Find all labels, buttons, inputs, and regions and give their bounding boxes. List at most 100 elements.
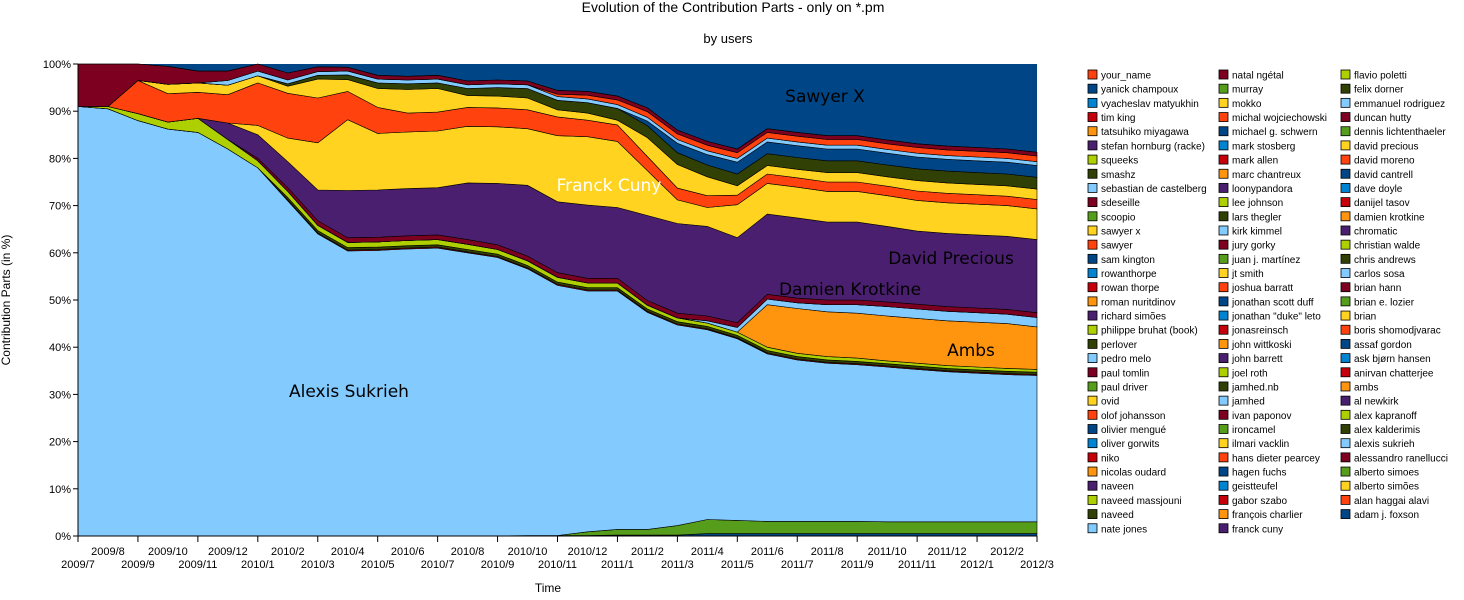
legend-label: brian hann [1354, 283, 1401, 294]
y-tick-label: 30% [49, 389, 71, 401]
legend-label: paul driver [1101, 382, 1148, 393]
legend-swatch [1218, 253, 1229, 264]
legend-swatch [1340, 367, 1351, 378]
x-tick-label: 2009/10 [148, 546, 188, 558]
x-tick-label: 2009/12 [208, 546, 248, 558]
legend-label: naveen [1101, 482, 1134, 493]
y-tick-labels: 0% 10% 20% 30% 40% 50% 60% 70% 80% 90% 100% [43, 59, 71, 543]
legend-label: brian e. lozier [1354, 297, 1415, 308]
x-tick-label: 2009/11 [178, 559, 217, 571]
legend-label: alan haggai alavi [1354, 496, 1429, 507]
legend-swatch [1087, 452, 1098, 463]
legend-label: ask bjørn hansen [1354, 354, 1431, 365]
legend-swatch [1340, 310, 1351, 321]
legend-label: sawyer [1101, 241, 1133, 252]
legend-swatch [1340, 339, 1351, 349]
legend-label: david precious [1354, 141, 1418, 152]
legend-swatch [1087, 183, 1098, 193]
legend-swatch [1218, 268, 1229, 278]
legend-swatch [1340, 183, 1351, 193]
x-tick-label: 2011/10 [868, 546, 907, 558]
legend-swatch [1218, 310, 1229, 321]
legend-swatch [1087, 168, 1098, 179]
legend-label: naveed massjouni [1101, 496, 1182, 507]
legend-label: jonathan "duke" leto [1231, 312, 1321, 323]
legend-label: michael g. schwern [1232, 127, 1318, 138]
legend-swatch [1218, 324, 1229, 335]
legend-swatch [1087, 83, 1098, 94]
legend-swatch [1340, 140, 1351, 151]
legend-label: dave doyle [1354, 184, 1403, 195]
legend-swatch [1218, 112, 1229, 122]
area-nate-jones [78, 63, 1038, 153]
legend-swatch [1087, 409, 1098, 420]
legend-swatch [1218, 339, 1229, 349]
legend-label: alex kapranoff [1354, 411, 1417, 422]
legend-swatch [1087, 324, 1098, 335]
legend-swatch [1218, 239, 1229, 250]
legend-swatch [1340, 197, 1351, 208]
legend-swatch [1218, 381, 1229, 392]
legend-swatch [1340, 268, 1351, 278]
legend-label: dennis lichtenthaeler [1354, 127, 1446, 138]
legend-swatch [1218, 452, 1229, 463]
x-tick-label: 2012/3 [1020, 559, 1054, 571]
legend-swatch [1087, 225, 1098, 236]
legend-swatch [1087, 112, 1098, 122]
legend-label: françois charlier [1232, 510, 1303, 521]
legend-label: michal wojciechowski [1232, 113, 1327, 124]
legend-swatch [1340, 452, 1351, 463]
legend-label: olof johansson [1101, 411, 1166, 422]
legend-label: jonathan scott duff [1231, 297, 1314, 308]
y-tick-label: 40% [49, 342, 71, 354]
legend-label: carlos sosa [1354, 269, 1405, 280]
legend-swatch [1087, 310, 1098, 321]
y-tick-label: 10% [49, 484, 71, 496]
legend-label: mokko [1232, 99, 1262, 110]
legend-label: al newkirk [1354, 397, 1399, 408]
x-axis-label: Time [535, 581, 562, 595]
legend-label: felix dorner [1354, 85, 1404, 96]
legend-label: christian walde [1354, 241, 1421, 252]
legend-label: hagen fuchs [1232, 468, 1287, 479]
legend-label: assaf gordon [1354, 340, 1412, 351]
legend-swatch [1087, 523, 1098, 534]
legend-swatch [1340, 211, 1351, 222]
legend-swatch [1087, 197, 1098, 208]
x-tick-label: 2010/1 [241, 559, 275, 571]
legend-label: pedro melo [1101, 354, 1151, 365]
legend-label: alexis sukrieh [1354, 439, 1415, 450]
legend-label: sam kington [1101, 255, 1155, 266]
y-axis-label: Contribution Parts (in %) [0, 235, 13, 366]
legend-swatch [1218, 523, 1229, 534]
legend-label: yanick champoux [1101, 85, 1178, 96]
legend-label: danijel tasov [1354, 198, 1410, 209]
legend-label: ovid [1101, 397, 1119, 408]
y-tick-label: 0% [55, 531, 71, 543]
x-tick-label: 2010/6 [391, 546, 425, 558]
legend-swatch [1218, 126, 1229, 137]
legend-swatch [1218, 211, 1229, 222]
legend-swatch [1087, 381, 1098, 392]
legend-swatch [1340, 353, 1351, 364]
legend-label: ironcamel [1232, 425, 1275, 436]
legend-swatch [1087, 140, 1098, 151]
x-tick-label: 2011/12 [928, 546, 967, 558]
legend-swatch [1218, 367, 1229, 378]
legend-label: ivan paponov [1232, 411, 1292, 422]
legend-label: sdeseille [1101, 198, 1140, 209]
x-tick-label: 2011/2 [631, 546, 664, 558]
legend-label: duncan hutty [1354, 113, 1411, 124]
legend-label: alessandro ranellucci [1354, 453, 1448, 464]
legend-swatch [1340, 296, 1351, 307]
legend-swatch [1087, 509, 1098, 519]
legend-label: marc chantreux [1232, 170, 1301, 181]
legend-swatch [1340, 282, 1351, 293]
legend-label: loonypandora [1232, 184, 1293, 195]
y-tick-label: 100% [43, 59, 71, 71]
legend-swatch [1340, 409, 1351, 420]
legend-swatch [1218, 197, 1229, 208]
legend-swatch [1087, 154, 1098, 165]
legend-swatch [1340, 381, 1351, 392]
legend-label: tatsuhiko miyagawa [1101, 127, 1189, 138]
